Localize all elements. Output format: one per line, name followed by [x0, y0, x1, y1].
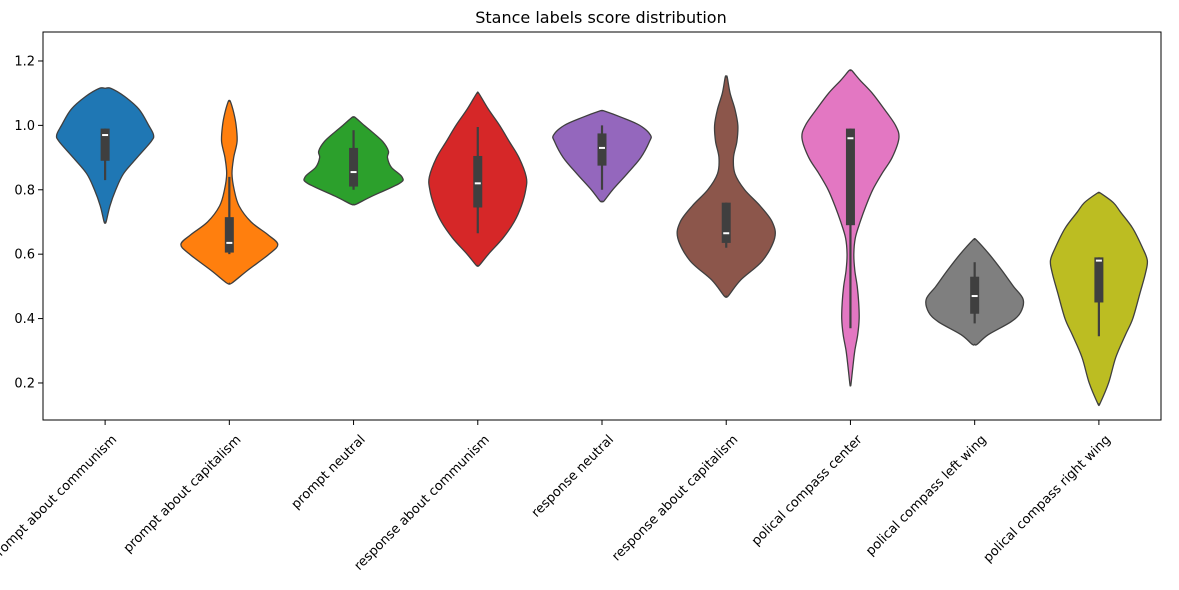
violin-group: [676, 75, 776, 298]
x-tick-label: polical compass center: [749, 432, 866, 549]
x-tick-label: polical compass right wing: [981, 432, 1114, 565]
x-tick-label: response neutral: [529, 432, 617, 520]
y-tick-label: 0.2: [14, 376, 35, 391]
violin-body: [676, 75, 776, 298]
y-tick-label: 0.6: [14, 248, 35, 263]
chart-title: Stance labels score distribution: [475, 8, 726, 27]
x-tick-label: polical compass left wing: [863, 432, 989, 558]
violin-group: [552, 109, 652, 203]
violin-iqr-box: [597, 133, 607, 166]
violin-iqr-box: [473, 155, 483, 208]
violin-group: [303, 116, 404, 206]
y-axis: 0.2 0.4 0.6 0.8 1.0 1.2: [14, 54, 43, 391]
violin-group: [1049, 191, 1149, 407]
violin-iqr-box: [349, 147, 359, 187]
violin-group: [925, 237, 1025, 346]
violin-iqr-box: [1094, 257, 1104, 303]
y-tick-label: 1.2: [14, 54, 35, 69]
violin-group: [55, 87, 155, 224]
x-tick-label: response about communism: [352, 432, 493, 573]
violin-iqr-box: [721, 202, 731, 243]
plot-frame: [42, 31, 1162, 421]
violin-group: [180, 99, 279, 285]
violin-group: [801, 69, 900, 387]
y-tick-label: 0.8: [14, 183, 35, 198]
x-tick-label: prompt about communism: [0, 432, 120, 565]
violin-iqr-box: [845, 128, 855, 226]
plot-area: [55, 69, 1149, 407]
y-tick-label: 0.4: [14, 312, 35, 327]
violin-group: [428, 91, 528, 267]
violin-iqr-box: [100, 128, 110, 161]
violin-iqr-box: [224, 217, 234, 253]
x-tick-label: response about capitalism: [609, 432, 741, 564]
x-axis: prompt about communism prompt about capit…: [0, 420, 1114, 574]
x-tick-label: prompt about capitalism: [121, 432, 245, 556]
x-tick-label: prompt neutral: [289, 432, 369, 512]
y-tick-label: 1.0: [14, 119, 35, 134]
